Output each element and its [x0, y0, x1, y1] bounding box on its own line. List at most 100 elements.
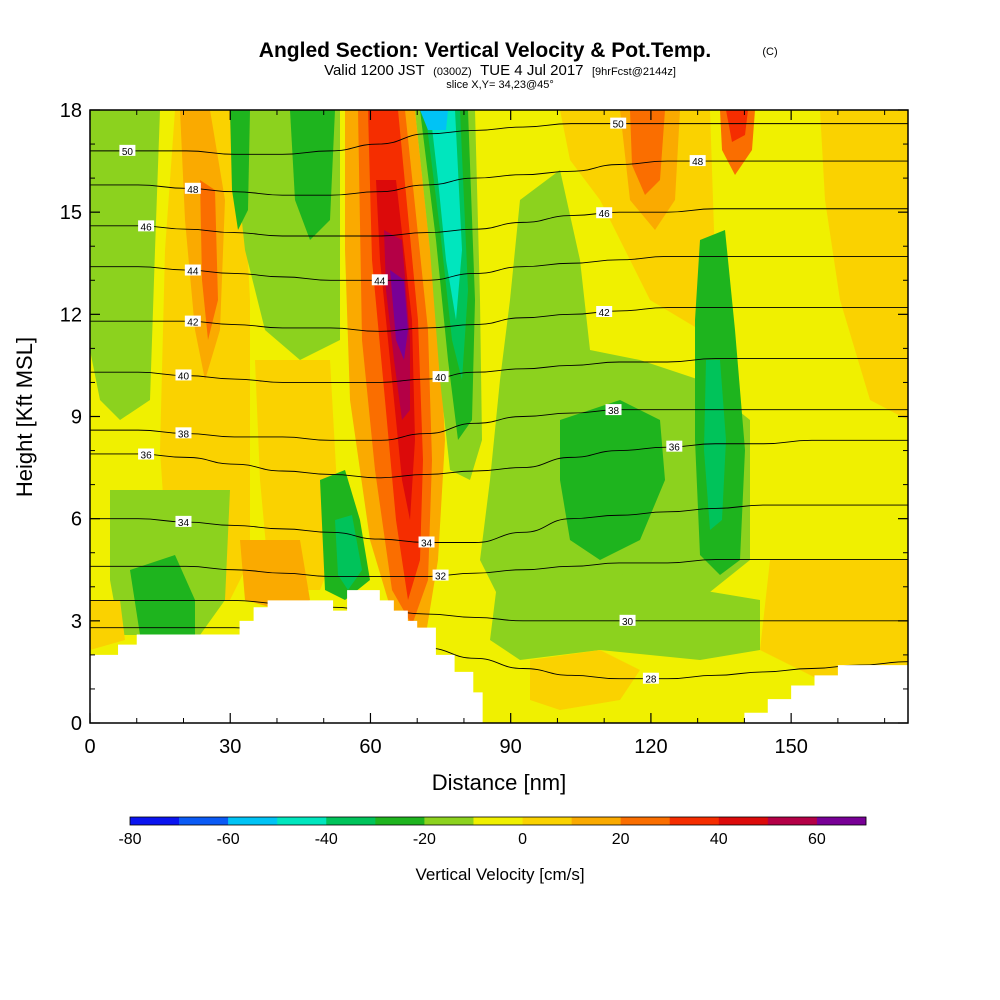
vv-region-up-top-far-right [720, 110, 755, 175]
vv-region-up-top-far-right-core [726, 110, 748, 142]
vv-region-down-band-lightblue [420, 110, 448, 130]
chart-slice-info: slice X,Y= 34,23@45° [446, 79, 554, 91]
contour-label-box [184, 315, 201, 327]
colorbar-swatch [326, 817, 376, 825]
contour-label-box [642, 672, 659, 684]
chart-subtitle: Valid 1200 JST (0300Z) TUE 4 Jul 2017 [9… [324, 62, 676, 79]
contour-label-box [138, 448, 155, 460]
y-tick-label: 0 [71, 713, 82, 735]
theta-contour-46 [90, 208, 908, 237]
theta-contour-36 [90, 439, 908, 479]
colorbar-swatch [522, 817, 572, 825]
contour-label-36: 36 [666, 440, 683, 454]
vv-region-weak-up-right2 [820, 110, 908, 420]
colorbar-swatch [424, 817, 474, 825]
colorbar-frame [129, 816, 867, 826]
colorbar-tick-label: 0 [518, 831, 527, 848]
subtitle-forecast: [9hrFcst@2144z] [592, 66, 676, 78]
colorbar-label: Vertical Velocity [cm/s] [415, 865, 584, 884]
terrain-mask-right [735, 665, 908, 723]
y-tick-label: 3 [71, 611, 82, 633]
theta-contour-38 [90, 409, 908, 441]
colorbar-swatch [816, 817, 867, 825]
vv-region-down-lower-right [490, 560, 760, 660]
contour-label-box [689, 155, 706, 167]
colorbar-swatch [375, 817, 425, 825]
contour-label-text: 38 [178, 429, 190, 440]
potential-temperature-contours [90, 123, 908, 680]
contour-label-text: 36 [141, 451, 153, 462]
colorbar-swatch [620, 817, 671, 825]
colorbar-swatch [767, 817, 818, 825]
vv-region-up-lowleft [240, 540, 310, 610]
contour-label-50: 50 [119, 144, 136, 158]
contour-label-text: 40 [435, 373, 447, 384]
contour-label-text: 46 [599, 209, 611, 220]
contour-label-38: 38 [605, 404, 622, 417]
theta-contour-30 [90, 599, 908, 622]
contour-label-box [175, 369, 192, 381]
contour-label-36: 36 [138, 448, 155, 462]
vv-region-down-right-large [480, 170, 750, 600]
contour-label-text: 44 [374, 276, 386, 287]
contour-label-text: 48 [187, 185, 199, 196]
vv-region-down-right-core [560, 400, 665, 560]
contour-label-text: 40 [178, 371, 190, 382]
contour-label-box [371, 274, 388, 286]
contour-label-box [138, 220, 155, 232]
x-tick-label: 60 [359, 736, 381, 758]
contour-label-box [432, 371, 449, 383]
vv-region-up-top-right-core [630, 110, 665, 195]
y-axis-label: Height [Kft MSL] [12, 337, 37, 497]
contour-label-text: 50 [122, 147, 134, 158]
colorbar-tick-label: -80 [118, 831, 141, 848]
theta-contour-32 [90, 559, 908, 578]
contour-label-box [184, 182, 201, 194]
vv-region-down-lowleft [130, 555, 195, 635]
contour-label-box [666, 440, 683, 452]
x-tick-label: 120 [634, 736, 667, 758]
theta-contour-48 [90, 160, 908, 196]
contour-label-text: 46 [141, 222, 153, 233]
y-tick-label: 18 [60, 100, 82, 122]
theta-contour-42 [90, 307, 908, 332]
vv-region-down-right-col-teal [704, 360, 726, 530]
colorbar-tick-label: -20 [413, 831, 436, 848]
colorbar-swatch [571, 817, 621, 825]
theta-contour-50 [90, 123, 908, 155]
contour-label-text: 28 [645, 675, 657, 686]
contour-label-48: 48 [689, 155, 706, 168]
colorbar-tick-label: -60 [217, 831, 240, 848]
plot-area: 28 30 32 34 34 36 36 38 38 40 40 42 42 44 44 46 46 48 48 50… [90, 110, 908, 723]
vv-region-up-low-right [530, 650, 640, 710]
contour-label-50: 50 [610, 117, 627, 131]
x-axis-label: Distance [nm] [432, 770, 567, 795]
x-tick-label: 30 [219, 736, 241, 758]
vv-region-up-core-left [200, 180, 218, 340]
contour-label-32: 32 [432, 569, 449, 583]
subtitle-valid: Valid 1200 JST [324, 62, 425, 79]
colorbar-swatch [130, 817, 180, 825]
theta-contour-28 [90, 627, 908, 680]
contour-label-box [184, 264, 201, 276]
vv-region-down-col2 [230, 110, 250, 230]
chart-title-mark: (C) [762, 46, 777, 58]
theta-contour-40 [90, 358, 908, 383]
subtitle-utc: (0300Z) [433, 66, 472, 78]
terrain-mask [90, 590, 908, 723]
vv-region-down-col1 [290, 110, 335, 240]
contour-label-text: 34 [178, 518, 190, 529]
vv-region-down-band-cyan [430, 110, 462, 320]
contour-label-42: 42 [596, 305, 613, 319]
contour-label-28: 28 [642, 672, 659, 686]
contour-label-40: 40 [175, 369, 192, 382]
contour-label-48: 48 [184, 182, 201, 196]
theta-contour-44 [90, 255, 908, 281]
contour-label-text: 36 [669, 443, 681, 454]
contour-label-46: 46 [596, 207, 613, 220]
y-tick-label: 12 [60, 304, 82, 326]
colorbar-tick-label: 40 [710, 831, 728, 848]
colorbar-swatch [718, 817, 769, 825]
